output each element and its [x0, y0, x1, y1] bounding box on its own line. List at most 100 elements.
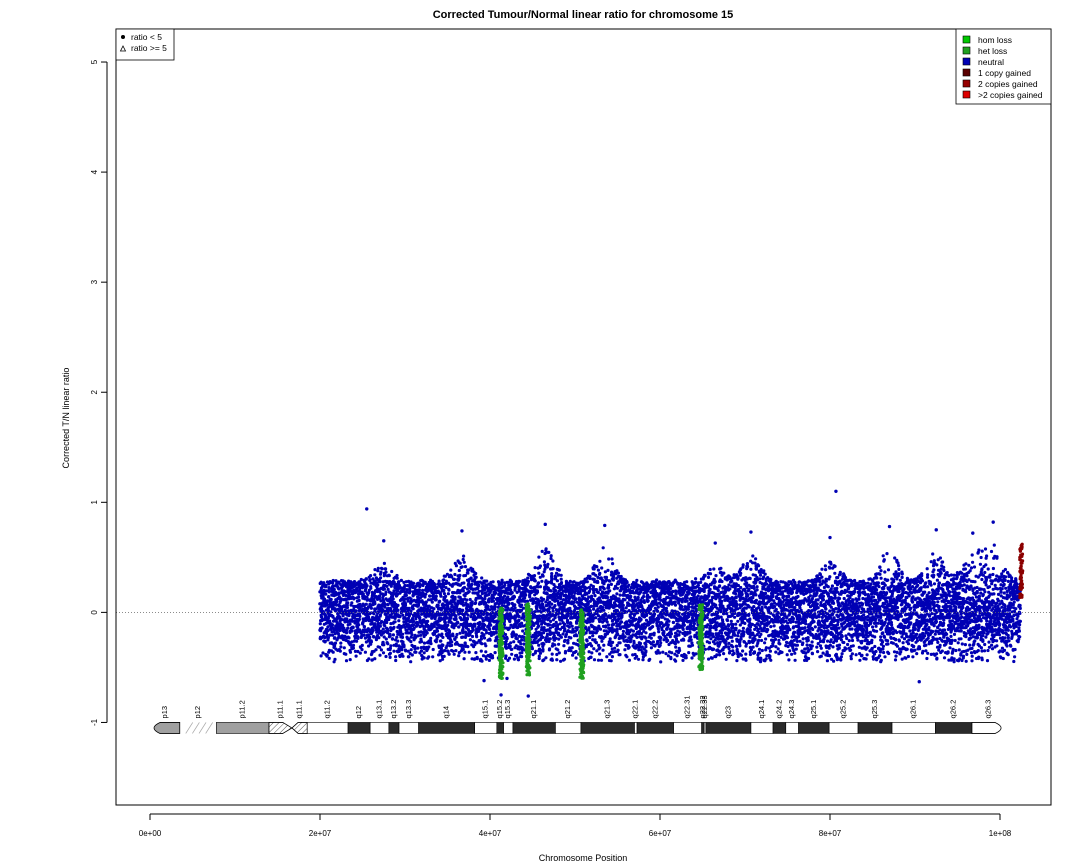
data-point-neutral — [618, 593, 622, 597]
data-point-neutral — [344, 610, 348, 614]
data-point-neutral — [545, 632, 550, 636]
data-point-neutral — [414, 650, 418, 654]
data-point-neutral — [344, 659, 349, 663]
data-point-neutral — [655, 642, 660, 646]
data-point-neutral — [409, 635, 413, 639]
data-point-neutral — [479, 637, 483, 641]
data-point-neutral — [344, 652, 348, 656]
data-point-neutral — [468, 638, 472, 642]
data-point-neutral — [400, 635, 405, 640]
data-point-neutral — [442, 592, 446, 596]
data-point-neutral — [556, 648, 560, 652]
data-point-neutral — [696, 594, 700, 598]
data-point-neutral — [338, 628, 342, 633]
data-point-neutral — [627, 583, 631, 587]
data-point-neutral — [487, 626, 491, 630]
data-point-neutral — [378, 653, 382, 657]
data-point-neutral — [408, 586, 412, 590]
data-point-neutral — [507, 601, 511, 606]
data-point-neutral — [515, 625, 519, 630]
data-point-neutral — [484, 601, 488, 605]
data-point-neutral — [351, 643, 356, 648]
data-point-neutral — [637, 645, 642, 649]
data-point-neutral — [461, 608, 465, 612]
data-point-neutral — [449, 616, 453, 620]
data-point-neutral — [554, 575, 558, 579]
data-point-neutral — [395, 629, 399, 634]
data-point-neutral — [644, 642, 648, 647]
data-point-neutral — [651, 640, 656, 644]
data-point-neutral — [440, 613, 444, 617]
data-point-neutral — [575, 634, 579, 638]
data-point-neutral — [687, 615, 691, 619]
data-point-neutral — [382, 643, 386, 647]
data-point-neutral — [609, 582, 614, 587]
data-point-neutral — [437, 579, 441, 583]
data-point-neutral — [537, 571, 541, 575]
data-point-neutral — [324, 583, 328, 588]
data-point-neutral — [356, 636, 360, 641]
data-point-neutral — [550, 652, 554, 656]
data-point-neutral — [332, 587, 336, 592]
data-point-neutral — [685, 599, 689, 603]
data-point-neutral — [494, 630, 498, 635]
chart-title: Corrected Tumour/Normal linear ratio for… — [433, 9, 734, 21]
data-point-neutral — [419, 633, 423, 637]
data-point-neutral — [596, 590, 600, 595]
data-point-neutral — [474, 571, 478, 576]
data-point-neutral — [544, 600, 548, 604]
data-point-neutral — [427, 645, 431, 649]
data-point-neutral — [441, 657, 445, 661]
data-point-neutral — [537, 581, 541, 585]
data-point-neutral — [319, 629, 323, 633]
data-point-neutral — [358, 651, 362, 655]
data-point-neutral — [600, 639, 604, 643]
data-point-neutral — [373, 657, 377, 661]
data-point-neutral — [673, 603, 678, 607]
data-point-neutral — [384, 637, 388, 641]
data-point-neutral — [476, 587, 480, 591]
data-point-neutral — [542, 626, 546, 630]
data-point-neutral — [468, 597, 472, 602]
data-point-neutral — [489, 630, 493, 635]
data-points-layer — [318, 489, 1025, 698]
data-point-neutral — [455, 632, 459, 637]
data-point-neutral — [692, 622, 697, 626]
data-point-neutral — [326, 629, 330, 633]
data-point-neutral — [431, 593, 435, 597]
data-point-neutral — [416, 603, 421, 607]
data-point-neutral — [681, 626, 685, 630]
data-point-neutral — [590, 651, 594, 655]
data-point-neutral — [605, 620, 609, 624]
data-point-neutral — [372, 591, 376, 595]
data-point-neutral — [432, 607, 436, 611]
data-point-neutral — [394, 658, 398, 663]
data-point-neutral — [469, 615, 473, 619]
data-point-neutral — [665, 638, 670, 643]
data-point-neutral — [604, 575, 609, 580]
data-point-neutral — [588, 587, 592, 591]
data-point-neutral — [557, 651, 561, 655]
data-point-neutral — [452, 577, 456, 581]
data-point-neutral — [588, 576, 592, 581]
data-point-neutral — [547, 550, 551, 555]
data-point-neutral — [595, 565, 599, 569]
data-point-neutral — [397, 644, 401, 648]
data-point-neutral — [439, 639, 443, 643]
data-point-neutral — [457, 574, 462, 578]
data-point-neutral — [687, 591, 691, 595]
data-point-neutral — [538, 585, 543, 589]
data-point-neutral — [625, 580, 629, 585]
data-point-neutral — [450, 575, 454, 579]
data-point-neutral — [682, 623, 686, 627]
data-point-neutral — [445, 599, 449, 603]
data-point-neutral — [561, 632, 565, 636]
data-point-neutral — [481, 654, 486, 658]
data-point-neutral — [346, 626, 350, 630]
data-point-neutral — [574, 649, 578, 654]
data-point-neutral — [426, 619, 430, 624]
data-point-neutral — [352, 580, 357, 584]
data-point-neutral — [613, 646, 617, 650]
data-point-neutral — [534, 649, 538, 653]
